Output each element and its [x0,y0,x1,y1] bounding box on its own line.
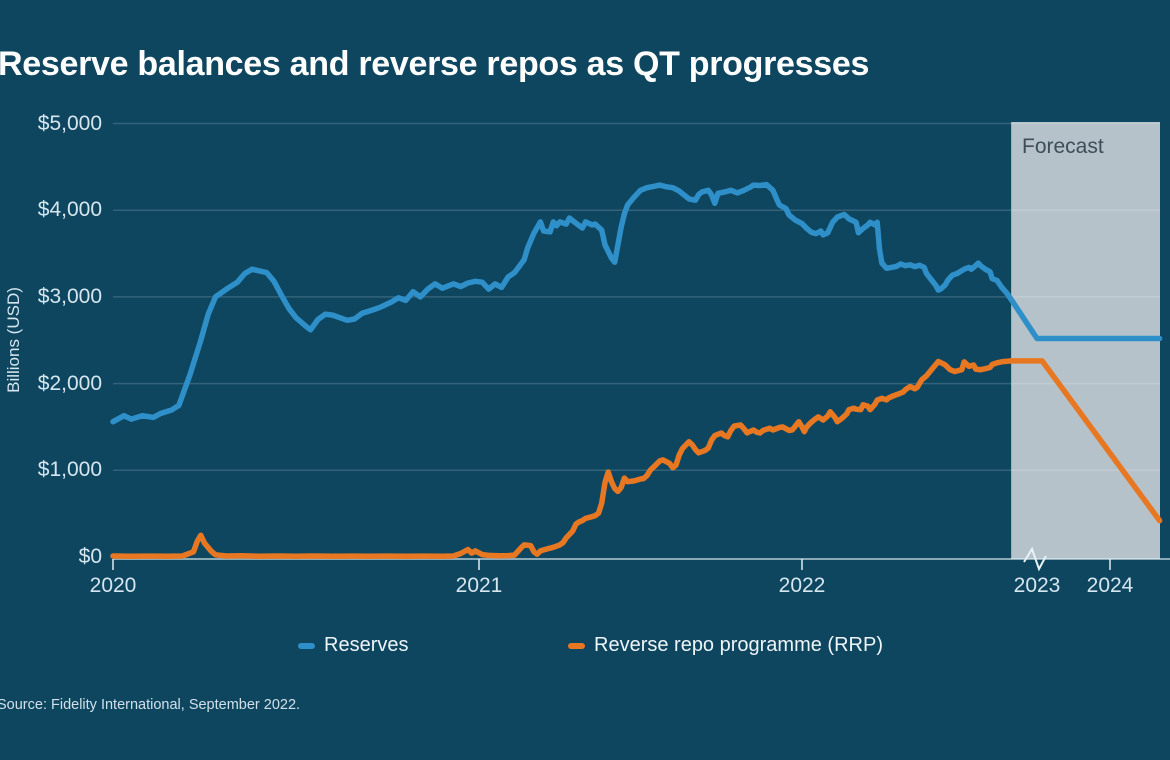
y-tick-label: $5,000 [37,111,102,135]
x-axis-tick-marks [112,559,1111,570]
axis-break-squiggle [1023,546,1047,572]
y-tick-label: $3,000 [37,284,102,308]
reserves-legend-label: Reserves [324,634,409,656]
rrp-line [110,358,1163,560]
x-tick-label: 2022 [778,574,826,597]
x-tick-label: 2024 [1086,574,1134,597]
reserves-legend-swatch [298,642,315,649]
y-tick-label: $4,000 [37,198,102,222]
rrp-legend-label: Reverse repo programme (RRP) [594,634,883,656]
y-tick-label: $2,000 [37,371,102,395]
legend-item-rrp: Reverse repo programme (RRP) [568,634,883,657]
source-note: Source: Fidelity International, Septembe… [0,697,301,713]
x-tick-label: 2021 [455,574,503,597]
forecast-label: Forecast [1022,135,1104,158]
x-tick-label: 2020 [89,574,137,597]
reserves-line [110,181,1163,425]
chart-title: Reserve balances and reverse repos as QT… [0,44,870,83]
gridlines [113,122,1160,472]
x-tick-label: 2023 [1013,574,1061,597]
legend-item-reserves: Reserves [298,634,408,657]
y-tick-label: $0 [78,545,102,568]
series-lines [110,181,1163,560]
legend: Reserves Reverse repo programme (RRP) [0,634,1170,664]
y-tick-label: $1,000 [37,458,102,482]
rrp-legend-swatch [568,642,585,649]
